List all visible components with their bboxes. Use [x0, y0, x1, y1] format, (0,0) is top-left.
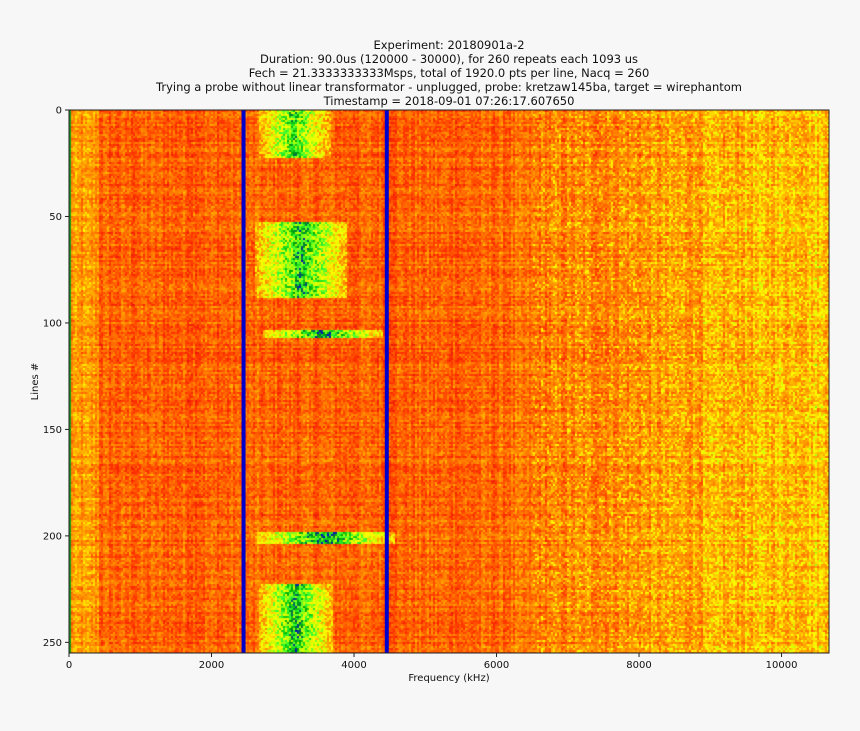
- x-axis-label: Frequency (kHz): [408, 673, 489, 684]
- x-tick-label: 8000: [626, 660, 651, 671]
- y-tick-label: 100: [43, 318, 62, 329]
- title-line-2: Duration: 90.0us (120000 - 30000), for 2…: [259, 52, 639, 66]
- title-line-5: Timestamp = 2018-09-01 07:26:17.607650: [323, 94, 575, 108]
- heatmap-image: [69, 110, 829, 653]
- y-tick-label: 50: [49, 212, 62, 223]
- x-axis: 0 2000 4000 6000 8000 10000: [66, 653, 798, 671]
- chart-title: Experiment: 20180901a-2 Duration: 90.0us…: [0, 38, 860, 108]
- x-tick-label: 4000: [341, 660, 366, 671]
- x-tick-label: 6000: [484, 660, 509, 671]
- x-tick-label: 0: [66, 660, 72, 671]
- vertical-marker-line-1: [241, 110, 246, 653]
- plot-frame: [68, 109, 830, 654]
- x-tick-label: 2000: [199, 660, 224, 671]
- y-tick-label: 200: [43, 531, 62, 542]
- y-tick-label: 150: [43, 425, 62, 436]
- title-line-1: Experiment: 20180901a-2: [373, 38, 525, 52]
- y-tick-label: 0: [56, 106, 62, 117]
- y-axis-label: Lines #: [30, 363, 41, 401]
- vertical-marker-line-2: [384, 110, 389, 653]
- x-tick-label: 10000: [766, 660, 798, 671]
- plot-area: [68, 109, 830, 654]
- title-line-4: Trying a probe without linear transforma…: [156, 80, 742, 94]
- y-tick-label: 250: [43, 638, 62, 649]
- y-axis: 0 50 100 150 200 250: [43, 106, 69, 649]
- title-line-3: Fech = 21.3333333333Msps, total of 1920.…: [248, 66, 650, 80]
